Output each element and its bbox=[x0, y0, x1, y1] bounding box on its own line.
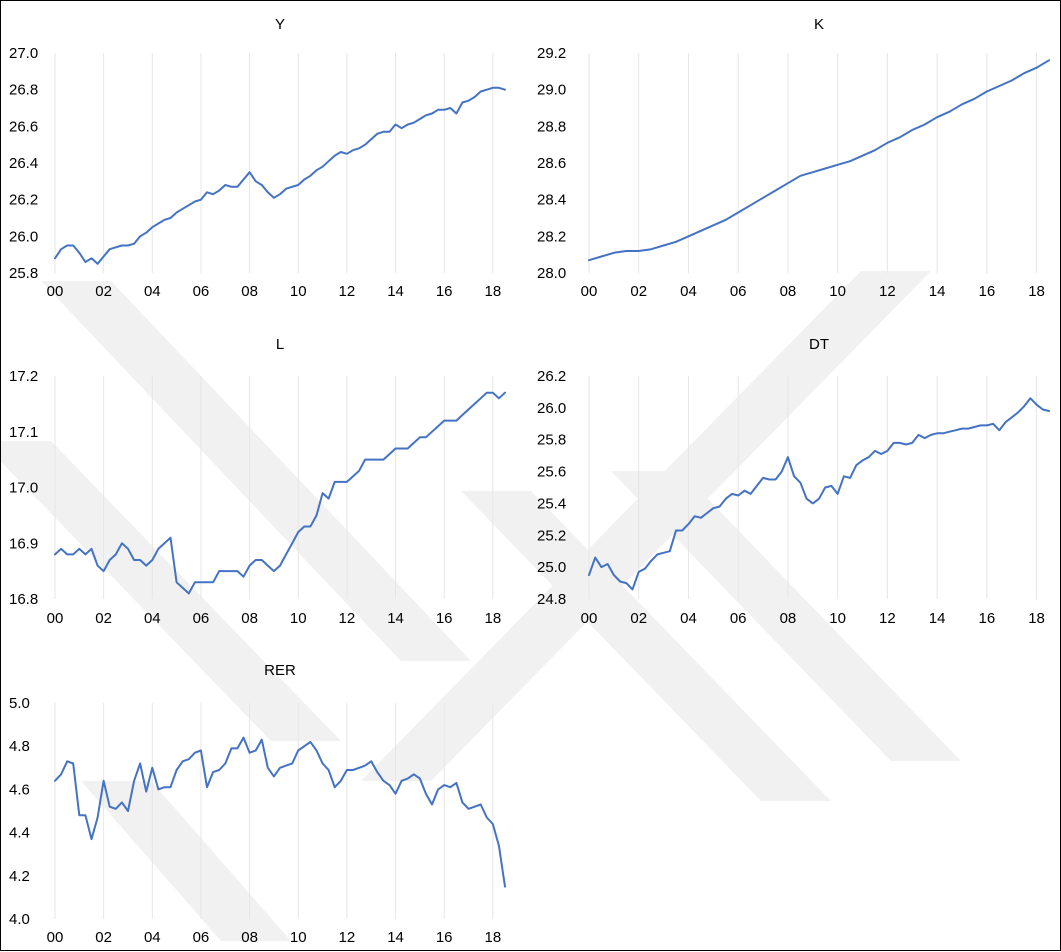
y-tick-label: 5.0 bbox=[9, 695, 30, 712]
x-tick-label: 10 bbox=[290, 610, 307, 627]
y-tick-label: 26.4 bbox=[9, 155, 38, 172]
x-tick-label: 02 bbox=[95, 283, 112, 300]
y-tick-label: 26.2 bbox=[537, 368, 566, 385]
x-tick-label: 14 bbox=[929, 610, 946, 627]
x-tick-label: 12 bbox=[879, 610, 896, 627]
x-tick-label: 18 bbox=[1028, 610, 1045, 627]
x-tick-label: 14 bbox=[387, 929, 404, 946]
x-tick-label: 08 bbox=[241, 929, 258, 946]
x-tick-label: 06 bbox=[193, 283, 210, 300]
x-tick-label: 16 bbox=[978, 610, 995, 627]
chart-panel-dt: DT 00 02 04 06 08 10 12 14 16 18 24.8 25.0 25.2 25.4 25… bbox=[537, 336, 1050, 627]
y-tick-label: 25.8 bbox=[9, 265, 38, 282]
y-tick-label: 17.2 bbox=[9, 368, 38, 385]
series-line-dt bbox=[588, 397, 1050, 591]
x-tick-label: 04 bbox=[680, 610, 697, 627]
series-line-y bbox=[54, 86, 506, 265]
y-tick-label: 29.2 bbox=[537, 45, 566, 62]
series-line-l bbox=[54, 391, 506, 595]
x-tick-label: 10 bbox=[829, 283, 846, 300]
x-tick-label: 00 bbox=[581, 283, 598, 300]
x-tick-label: 16 bbox=[978, 283, 995, 300]
x-tick-label: 06 bbox=[730, 283, 747, 300]
x-tick-label: 10 bbox=[290, 929, 307, 946]
x-tick-label: 18 bbox=[1028, 283, 1045, 300]
y-tick-label: 17.1 bbox=[9, 424, 38, 441]
y-tick-label: 25.8 bbox=[537, 432, 566, 449]
x-tick-label: 08 bbox=[780, 610, 797, 627]
y-tick-label: 28.8 bbox=[537, 118, 566, 135]
chart-title-rer: RER bbox=[264, 662, 296, 679]
y-tick-label: 25.6 bbox=[537, 464, 566, 481]
x-tick-label: 10 bbox=[829, 610, 846, 627]
x-tick-label: 02 bbox=[630, 610, 647, 627]
series-line-k bbox=[588, 59, 1050, 262]
x-tick-label: 02 bbox=[630, 283, 647, 300]
y-tick-label: 26.0 bbox=[9, 228, 38, 245]
x-tick-label: 02 bbox=[95, 610, 112, 627]
x-tick-label: 14 bbox=[387, 283, 404, 300]
y-tick-label: 28.6 bbox=[537, 155, 566, 172]
y-tick-label: 4.0 bbox=[9, 911, 30, 928]
y-tick-label: 26.0 bbox=[537, 400, 566, 417]
x-tick-label: 00 bbox=[581, 610, 598, 627]
y-tick-label: 4.8 bbox=[9, 738, 30, 755]
x-tick-label: 04 bbox=[144, 929, 161, 946]
x-tick-label: 04 bbox=[144, 283, 161, 300]
y-tick-label: 28.2 bbox=[537, 228, 566, 245]
y-tick-label: 16.8 bbox=[9, 591, 38, 608]
x-tick-label: 00 bbox=[47, 610, 64, 627]
x-tick-label: 06 bbox=[193, 610, 210, 627]
y-tick-label: 17.0 bbox=[9, 480, 38, 497]
y-tick-label: 29.0 bbox=[537, 82, 566, 99]
x-tick-label: 04 bbox=[144, 610, 161, 627]
y-tick-label: 26.6 bbox=[9, 118, 38, 135]
chart-panel-rer: RER 00 02 04 06 08 10 12 14 16 18 4.0 4.2 4.4 4.6 4.8 5.… bbox=[9, 662, 506, 946]
x-tick-label: 06 bbox=[193, 929, 210, 946]
chart-panel-y: Y 00 02 04 06 08 10 12 14 16 18 25.8 26.0 26.2 26.4 26.… bbox=[9, 16, 506, 300]
x-tick-label: 02 bbox=[95, 929, 112, 946]
chart-panel-l: L 00 02 04 06 08 10 12 14 16 18 16.8 16.9 17.0 17.1 17.… bbox=[9, 336, 506, 627]
chart-title-dt: DT bbox=[809, 336, 829, 353]
y-tick-label: 25.4 bbox=[537, 495, 566, 512]
x-tick-label: 06 bbox=[730, 610, 747, 627]
chart-panel-k: K 00 02 04 06 08 10 12 14 16 18 28.0 28.2 28.4 28.6 28.… bbox=[537, 16, 1050, 300]
x-tick-label: 16 bbox=[436, 610, 453, 627]
y-tick-label: 4.4 bbox=[9, 825, 30, 842]
y-tick-label: 27.0 bbox=[9, 45, 38, 62]
x-tick-label: 04 bbox=[680, 283, 697, 300]
chart-title-k: K bbox=[814, 16, 824, 33]
x-tick-label: 08 bbox=[241, 610, 258, 627]
x-tick-label: 00 bbox=[47, 929, 64, 946]
y-tick-label: 24.8 bbox=[537, 591, 566, 608]
y-tick-label: 4.6 bbox=[9, 781, 30, 798]
x-tick-label: 10 bbox=[290, 283, 307, 300]
y-tick-label: 28.4 bbox=[537, 192, 566, 209]
x-tick-label: 18 bbox=[484, 610, 501, 627]
x-tick-label: 14 bbox=[387, 610, 404, 627]
chart-title-y: Y bbox=[275, 16, 285, 33]
x-tick-label: 12 bbox=[879, 283, 896, 300]
x-tick-label: 18 bbox=[484, 283, 501, 300]
x-tick-label: 00 bbox=[47, 283, 64, 300]
y-tick-label: 25.0 bbox=[537, 559, 566, 576]
x-tick-label: 08 bbox=[780, 283, 797, 300]
x-tick-label: 16 bbox=[436, 283, 453, 300]
x-tick-label: 12 bbox=[339, 929, 356, 946]
y-tick-label: 28.0 bbox=[537, 265, 566, 282]
x-tick-label: 16 bbox=[436, 929, 453, 946]
y-tick-label: 26.2 bbox=[9, 192, 38, 209]
x-tick-label: 12 bbox=[339, 610, 356, 627]
x-tick-label: 14 bbox=[929, 283, 946, 300]
x-tick-label: 08 bbox=[241, 283, 258, 300]
y-tick-label: 16.9 bbox=[9, 535, 38, 552]
chart-title-l: L bbox=[276, 336, 284, 353]
y-tick-label: 26.8 bbox=[9, 82, 38, 99]
x-tick-label: 18 bbox=[484, 929, 501, 946]
series-line-rer bbox=[54, 736, 506, 888]
x-tick-label: 12 bbox=[339, 283, 356, 300]
y-tick-label: 4.2 bbox=[9, 868, 30, 885]
y-tick-label: 25.2 bbox=[537, 527, 566, 544]
